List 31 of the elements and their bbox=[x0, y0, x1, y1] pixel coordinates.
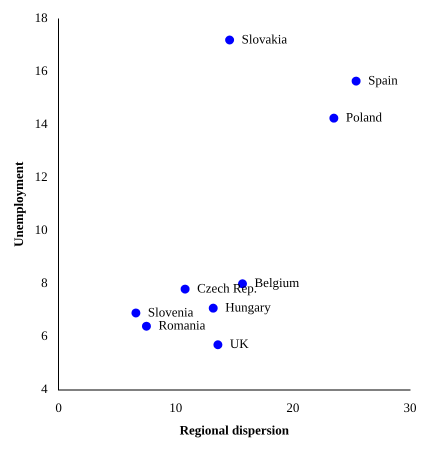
point bbox=[208, 304, 218, 313]
y-tick-label: 6 bbox=[41, 328, 48, 344]
annotation: Slovenia bbox=[148, 304, 194, 320]
x-tick-label: 20 bbox=[286, 400, 300, 416]
point bbox=[142, 322, 151, 331]
x-tick-label: 0 bbox=[55, 400, 62, 416]
y-tick-label: 8 bbox=[41, 275, 48, 290]
annotation: UK bbox=[230, 336, 250, 352]
y-tick-label: 14 bbox=[34, 116, 48, 132]
annotation: Spain bbox=[368, 72, 398, 88]
point bbox=[225, 36, 234, 44]
point bbox=[213, 340, 222, 350]
point bbox=[180, 284, 190, 294]
y-tick-label: 4 bbox=[41, 381, 48, 396]
y-tick-label: 18 bbox=[34, 10, 48, 26]
point bbox=[329, 114, 338, 123]
x-tick-label: 30 bbox=[404, 400, 416, 416]
point bbox=[131, 308, 140, 318]
y-axis-title: Unemployment bbox=[11, 161, 26, 247]
y-tick-label: 10 bbox=[34, 222, 48, 238]
annotation: Slovakia bbox=[242, 31, 288, 46]
point bbox=[352, 76, 361, 86]
annotation: Belgium bbox=[254, 275, 300, 290]
y-tick-label: 12 bbox=[34, 169, 48, 184]
annotation: Czech Rep. bbox=[197, 280, 258, 296]
x-tick-label: 10 bbox=[169, 400, 182, 416]
y-tick-label: 16 bbox=[34, 63, 48, 78]
x-axis-title: Regional dispersion bbox=[180, 422, 290, 438]
annotation: Hungary bbox=[225, 300, 272, 315]
annotation: Poland bbox=[346, 110, 382, 125]
annotation: Romania bbox=[158, 318, 206, 333]
